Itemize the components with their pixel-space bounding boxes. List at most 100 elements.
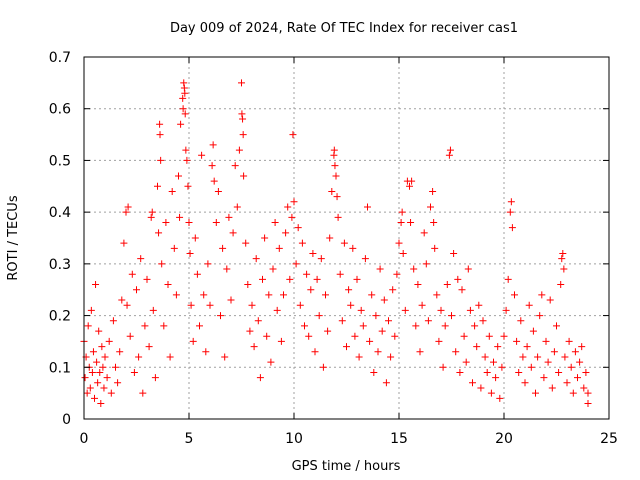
data-point — [317, 255, 325, 263]
data-point — [450, 250, 458, 258]
data-point — [229, 229, 237, 237]
data-point — [521, 379, 529, 387]
data-point — [122, 208, 130, 216]
data-point — [391, 332, 399, 340]
x-tick-label: 25 — [600, 431, 618, 447]
data-point — [84, 322, 92, 330]
data-point — [289, 131, 297, 139]
data-point — [427, 203, 434, 211]
data-point — [387, 353, 395, 361]
data-point — [515, 368, 523, 376]
data-point — [504, 275, 512, 283]
data-point — [124, 203, 132, 211]
data-point — [456, 368, 464, 376]
data-point — [540, 374, 548, 382]
data-point — [263, 332, 271, 340]
data-point — [128, 270, 136, 278]
data-point — [412, 322, 420, 330]
data-point — [496, 394, 504, 402]
data-point — [214, 187, 222, 195]
data-point — [519, 353, 527, 361]
data-point — [416, 348, 424, 356]
data-point — [422, 260, 430, 268]
data-point — [445, 151, 453, 159]
data-point — [490, 358, 497, 366]
data-point — [141, 322, 149, 330]
data-point — [479, 317, 487, 325]
data-point — [328, 187, 336, 195]
data-point — [406, 182, 413, 190]
data-point — [193, 270, 201, 278]
data-point — [429, 187, 437, 195]
data-point — [238, 110, 246, 118]
data-point — [418, 301, 426, 309]
data-point — [502, 306, 510, 314]
data-point — [407, 218, 415, 226]
data-point — [157, 156, 165, 164]
data-point — [186, 250, 194, 258]
data-point — [239, 115, 247, 123]
data-point — [582, 368, 590, 376]
data-point — [466, 306, 474, 314]
data-point — [578, 343, 586, 351]
data-point — [372, 312, 380, 320]
data-point — [471, 322, 479, 330]
data-point — [250, 343, 258, 351]
data-point — [282, 229, 290, 237]
data-point — [177, 120, 185, 128]
data-point — [567, 363, 575, 371]
data-point — [298, 239, 306, 247]
y-tick-label: 0.7 — [49, 50, 71, 66]
data-point — [275, 244, 283, 252]
x-axis-label: GPS time / hours — [292, 459, 401, 474]
data-point — [380, 296, 388, 304]
data-point — [532, 389, 539, 397]
data-point — [269, 265, 277, 273]
data-point — [301, 322, 308, 330]
data-point — [94, 379, 102, 387]
data-point — [469, 379, 476, 387]
data-point — [338, 317, 346, 325]
data-point — [145, 343, 153, 351]
data-point — [105, 337, 113, 345]
data-point — [168, 187, 176, 195]
data-point — [109, 317, 117, 325]
data-point — [143, 275, 151, 283]
plot-frame — [83, 56, 610, 420]
data-point — [179, 105, 187, 113]
data-point — [343, 343, 350, 351]
data-point — [517, 317, 525, 325]
data-point — [101, 353, 109, 361]
x-tick-label: 5 — [185, 431, 194, 447]
data-point — [357, 306, 365, 314]
data-point — [160, 322, 168, 330]
data-point — [408, 177, 416, 185]
data-point — [223, 265, 231, 273]
data-point — [239, 131, 247, 139]
data-point — [221, 353, 229, 361]
data-point — [359, 322, 367, 330]
data-point — [319, 363, 327, 371]
data-point — [265, 291, 273, 299]
data-point — [259, 275, 266, 283]
data-point — [198, 151, 206, 159]
data-point — [477, 384, 485, 392]
data-point — [164, 281, 172, 289]
data-point — [347, 301, 355, 309]
data-point — [182, 146, 190, 154]
y-tick-labels: 0 0.1 0.2 0.3 0.4 0.5 0.6 0.7 — [49, 50, 71, 428]
data-point — [326, 234, 334, 242]
data-point — [83, 389, 91, 397]
data-point — [398, 208, 406, 216]
data-point — [162, 218, 170, 226]
data-point — [555, 368, 563, 376]
data-point — [254, 317, 262, 325]
data-point — [538, 291, 546, 299]
data-point — [256, 374, 264, 382]
data-point — [336, 270, 344, 278]
data-point — [99, 363, 107, 371]
data-point — [91, 394, 98, 402]
data-point — [148, 208, 156, 216]
data-point — [534, 353, 542, 361]
